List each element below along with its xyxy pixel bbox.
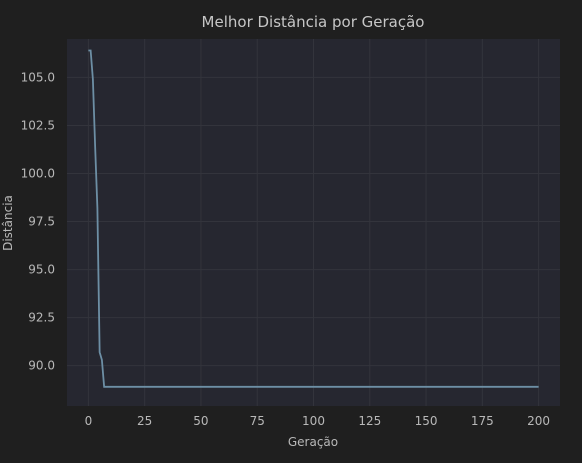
x-tick-label: 0 xyxy=(85,414,93,428)
x-tick-label: 200 xyxy=(527,414,550,428)
y-tick-label: 95.0 xyxy=(28,263,55,277)
x-tick-label: 175 xyxy=(471,414,494,428)
chart-title: Melhor Distância por Geração xyxy=(202,13,425,31)
x-axis-label: Geração xyxy=(288,435,338,449)
y-tick-label: 92.5 xyxy=(28,311,55,325)
grid xyxy=(67,39,560,406)
y-tick-label: 90.0 xyxy=(28,359,55,373)
y-tick-label: 105.0 xyxy=(21,70,55,84)
x-tick-label: 25 xyxy=(137,414,152,428)
y-tick-label: 97.5 xyxy=(28,215,55,229)
x-tick-label: 50 xyxy=(193,414,208,428)
y-axis-ticks: 90.0 92.5 95.0 97.5 100.0 102.5 105.0 xyxy=(21,70,55,372)
y-tick-label: 102.5 xyxy=(21,118,55,132)
x-axis-ticks: 0 25 50 75 100 125 150 175 200 xyxy=(85,414,551,428)
y-tick-label: 100.0 xyxy=(21,167,55,181)
x-tick-label: 125 xyxy=(358,414,381,428)
series-line-best-distance xyxy=(88,49,539,388)
x-tick-label: 100 xyxy=(302,414,325,428)
x-tick-label: 150 xyxy=(415,414,438,428)
y-axis-label: Distância xyxy=(1,195,15,251)
x-tick-label: 75 xyxy=(250,414,265,428)
